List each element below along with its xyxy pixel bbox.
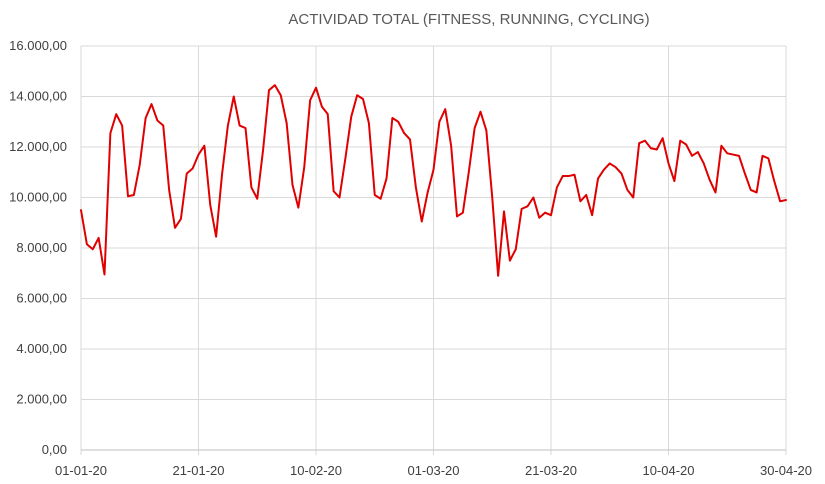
x-axis-tick-labels: 01-01-20 21-01-20 10-02-20 01-03-20 21-03-20… — [55, 463, 812, 478]
x-tick-label: 30-04-20 — [760, 463, 812, 478]
y-tick-label: 4.000,00 — [16, 341, 67, 356]
x-tick-label: 01-03-20 — [407, 463, 459, 478]
series-line-actividad-total — [80, 84, 787, 277]
y-tick-label: 12.000,00 — [9, 139, 67, 154]
y-tick-label: 8.000,00 — [16, 240, 67, 255]
y-tick-label: 16.000,00 — [9, 38, 67, 53]
chart-title: ACTIVIDAD TOTAL (FITNESS, RUNNING, CYCLI… — [288, 11, 649, 28]
vertical-gridlines — [80, 46, 787, 455]
y-tick-label: 6.000,00 — [16, 291, 67, 306]
y-axis-tick-labels: 0,00 2.000,00 4.000,00 6.000,00 8.000,00 10.0… — [9, 38, 67, 457]
x-tick-label: 21-03-20 — [525, 463, 577, 478]
x-tick-label: 21-01-20 — [172, 463, 224, 478]
y-tick-label: 0,00 — [42, 442, 67, 457]
y-tick-label: 14.000,00 — [9, 89, 67, 104]
x-tick-label: 10-02-20 — [290, 463, 342, 478]
y-tick-label: 2.000,00 — [16, 392, 67, 407]
x-tick-label: 01-01-20 — [55, 463, 107, 478]
x-tick-label: 10-04-20 — [642, 463, 694, 478]
y-tick-label: 10.000,00 — [9, 190, 67, 205]
